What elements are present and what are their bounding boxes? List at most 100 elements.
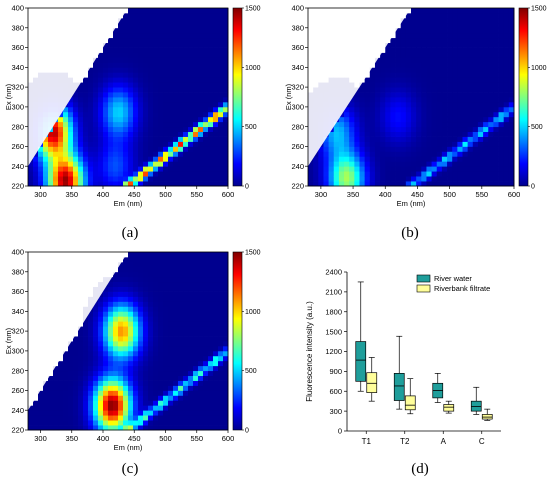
heatmap-cell	[88, 72, 94, 78]
heatmap-cell	[133, 311, 139, 317]
heatmap-cell	[123, 87, 129, 93]
heatmap-cell	[364, 77, 371, 83]
heatmap-cell	[380, 121, 386, 128]
heatmap-cell	[183, 390, 189, 396]
heatmap-cell	[123, 425, 129, 431]
heatmap-cell	[173, 311, 179, 317]
heatmap-cell	[113, 316, 119, 322]
heatmap-cell	[493, 27, 499, 34]
heatmap-cell	[143, 365, 149, 372]
heatmap-cell	[68, 181, 74, 187]
heatmap-cell	[421, 141, 427, 147]
heatmap-cell	[441, 181, 448, 187]
heatmap-cell	[168, 271, 174, 278]
heatmap-cell	[163, 161, 169, 167]
heatmap-cell	[133, 151, 139, 157]
heatmap-cell	[133, 271, 139, 278]
heatmap-cell	[218, 331, 224, 337]
heatmap-cell	[28, 410, 34, 416]
heatmap-cell	[364, 101, 371, 108]
heatmap-cell	[38, 415, 44, 421]
heatmap-cell	[143, 345, 149, 352]
heatmap-cell	[108, 365, 114, 372]
heatmap-cell	[359, 111, 366, 118]
heatmap-cell	[421, 57, 427, 63]
heatmap-cell	[143, 400, 149, 406]
heatmap-cell	[385, 131, 391, 137]
y-tick-label: 600	[329, 387, 342, 396]
heatmap-cell	[462, 166, 469, 172]
heatmap-cell	[380, 131, 386, 137]
heatmap-cell	[103, 341, 109, 347]
excitation-edge-mask	[28, 8, 128, 167]
heatmap-cell	[138, 72, 144, 78]
heatmap-cell	[173, 271, 179, 278]
heatmap-cell	[153, 341, 159, 347]
heatmap-cell	[138, 97, 144, 103]
heatmap-cell	[98, 126, 104, 133]
heatmap-cell	[208, 101, 214, 108]
heatmap-cell	[193, 420, 199, 426]
heatmap-cell	[426, 146, 432, 152]
heatmap-cell	[477, 161, 484, 167]
heatmap-cell	[173, 42, 179, 48]
heatmap-cell	[98, 321, 104, 327]
heatmap-cell	[208, 385, 214, 391]
heatmap-cell	[493, 156, 499, 162]
heatmap-cell	[128, 121, 134, 128]
heatmap-cell	[168, 281, 174, 288]
heatmap-cell	[452, 32, 458, 39]
heatmap-cell	[178, 341, 184, 347]
heatmap-cell	[467, 101, 474, 108]
heatmap-cell	[203, 37, 209, 44]
heatmap-cell	[53, 380, 59, 386]
heatmap-cell	[223, 146, 229, 152]
heatmap-cell	[426, 32, 432, 39]
heatmap-cell	[364, 166, 371, 172]
heatmap-cell	[411, 161, 417, 167]
heatmap-cell	[83, 166, 89, 172]
heatmap-cell	[472, 176, 479, 182]
heatmap-cell	[390, 181, 396, 187]
heatmap-cell	[143, 8, 149, 14]
heatmap-cell	[203, 370, 209, 377]
heatmap-cell	[158, 415, 164, 421]
y-tick-label: 300	[11, 346, 24, 355]
y-tick-label: 2400	[325, 268, 342, 277]
heatmap-cell	[163, 17, 169, 24]
heatmap-cell	[213, 32, 219, 39]
heatmap-cell	[380, 67, 386, 73]
heatmap-cell	[178, 42, 184, 48]
heatmap-cell	[218, 256, 224, 263]
heatmap-cell	[508, 101, 515, 108]
heatmap-cell	[328, 166, 335, 172]
heatmap-cell	[143, 52, 149, 58]
heatmap-cell	[113, 47, 119, 53]
heatmap-cell	[158, 261, 164, 268]
heatmap-cell	[128, 166, 134, 172]
heatmap-cell	[338, 146, 345, 152]
heatmap-cell	[138, 286, 144, 292]
heatmap-cell	[318, 146, 324, 152]
heatmap-cell	[68, 355, 74, 362]
heatmap-cell	[133, 405, 139, 411]
heatmap-cell	[178, 400, 184, 406]
heatmap-cell	[83, 176, 89, 182]
heatmap-cell	[138, 116, 144, 123]
heatmap-cell	[143, 171, 149, 177]
heatmap-cell	[168, 345, 174, 352]
heatmap-cell	[173, 390, 179, 396]
heatmap-cell	[118, 370, 124, 377]
heatmap-cell	[457, 136, 463, 142]
heatmap-cell	[168, 111, 174, 118]
heatmap-cell	[462, 67, 469, 73]
heatmap-cell	[88, 166, 94, 172]
heatmap-cell	[364, 87, 371, 93]
heatmap-cell	[390, 42, 396, 48]
heatmap-cell	[178, 266, 184, 273]
heatmap-cell	[168, 326, 174, 332]
heatmap-cell	[73, 385, 79, 391]
heatmap-cell	[108, 181, 114, 187]
heatmap-cell	[193, 67, 199, 73]
heatmap-cell	[223, 345, 229, 352]
